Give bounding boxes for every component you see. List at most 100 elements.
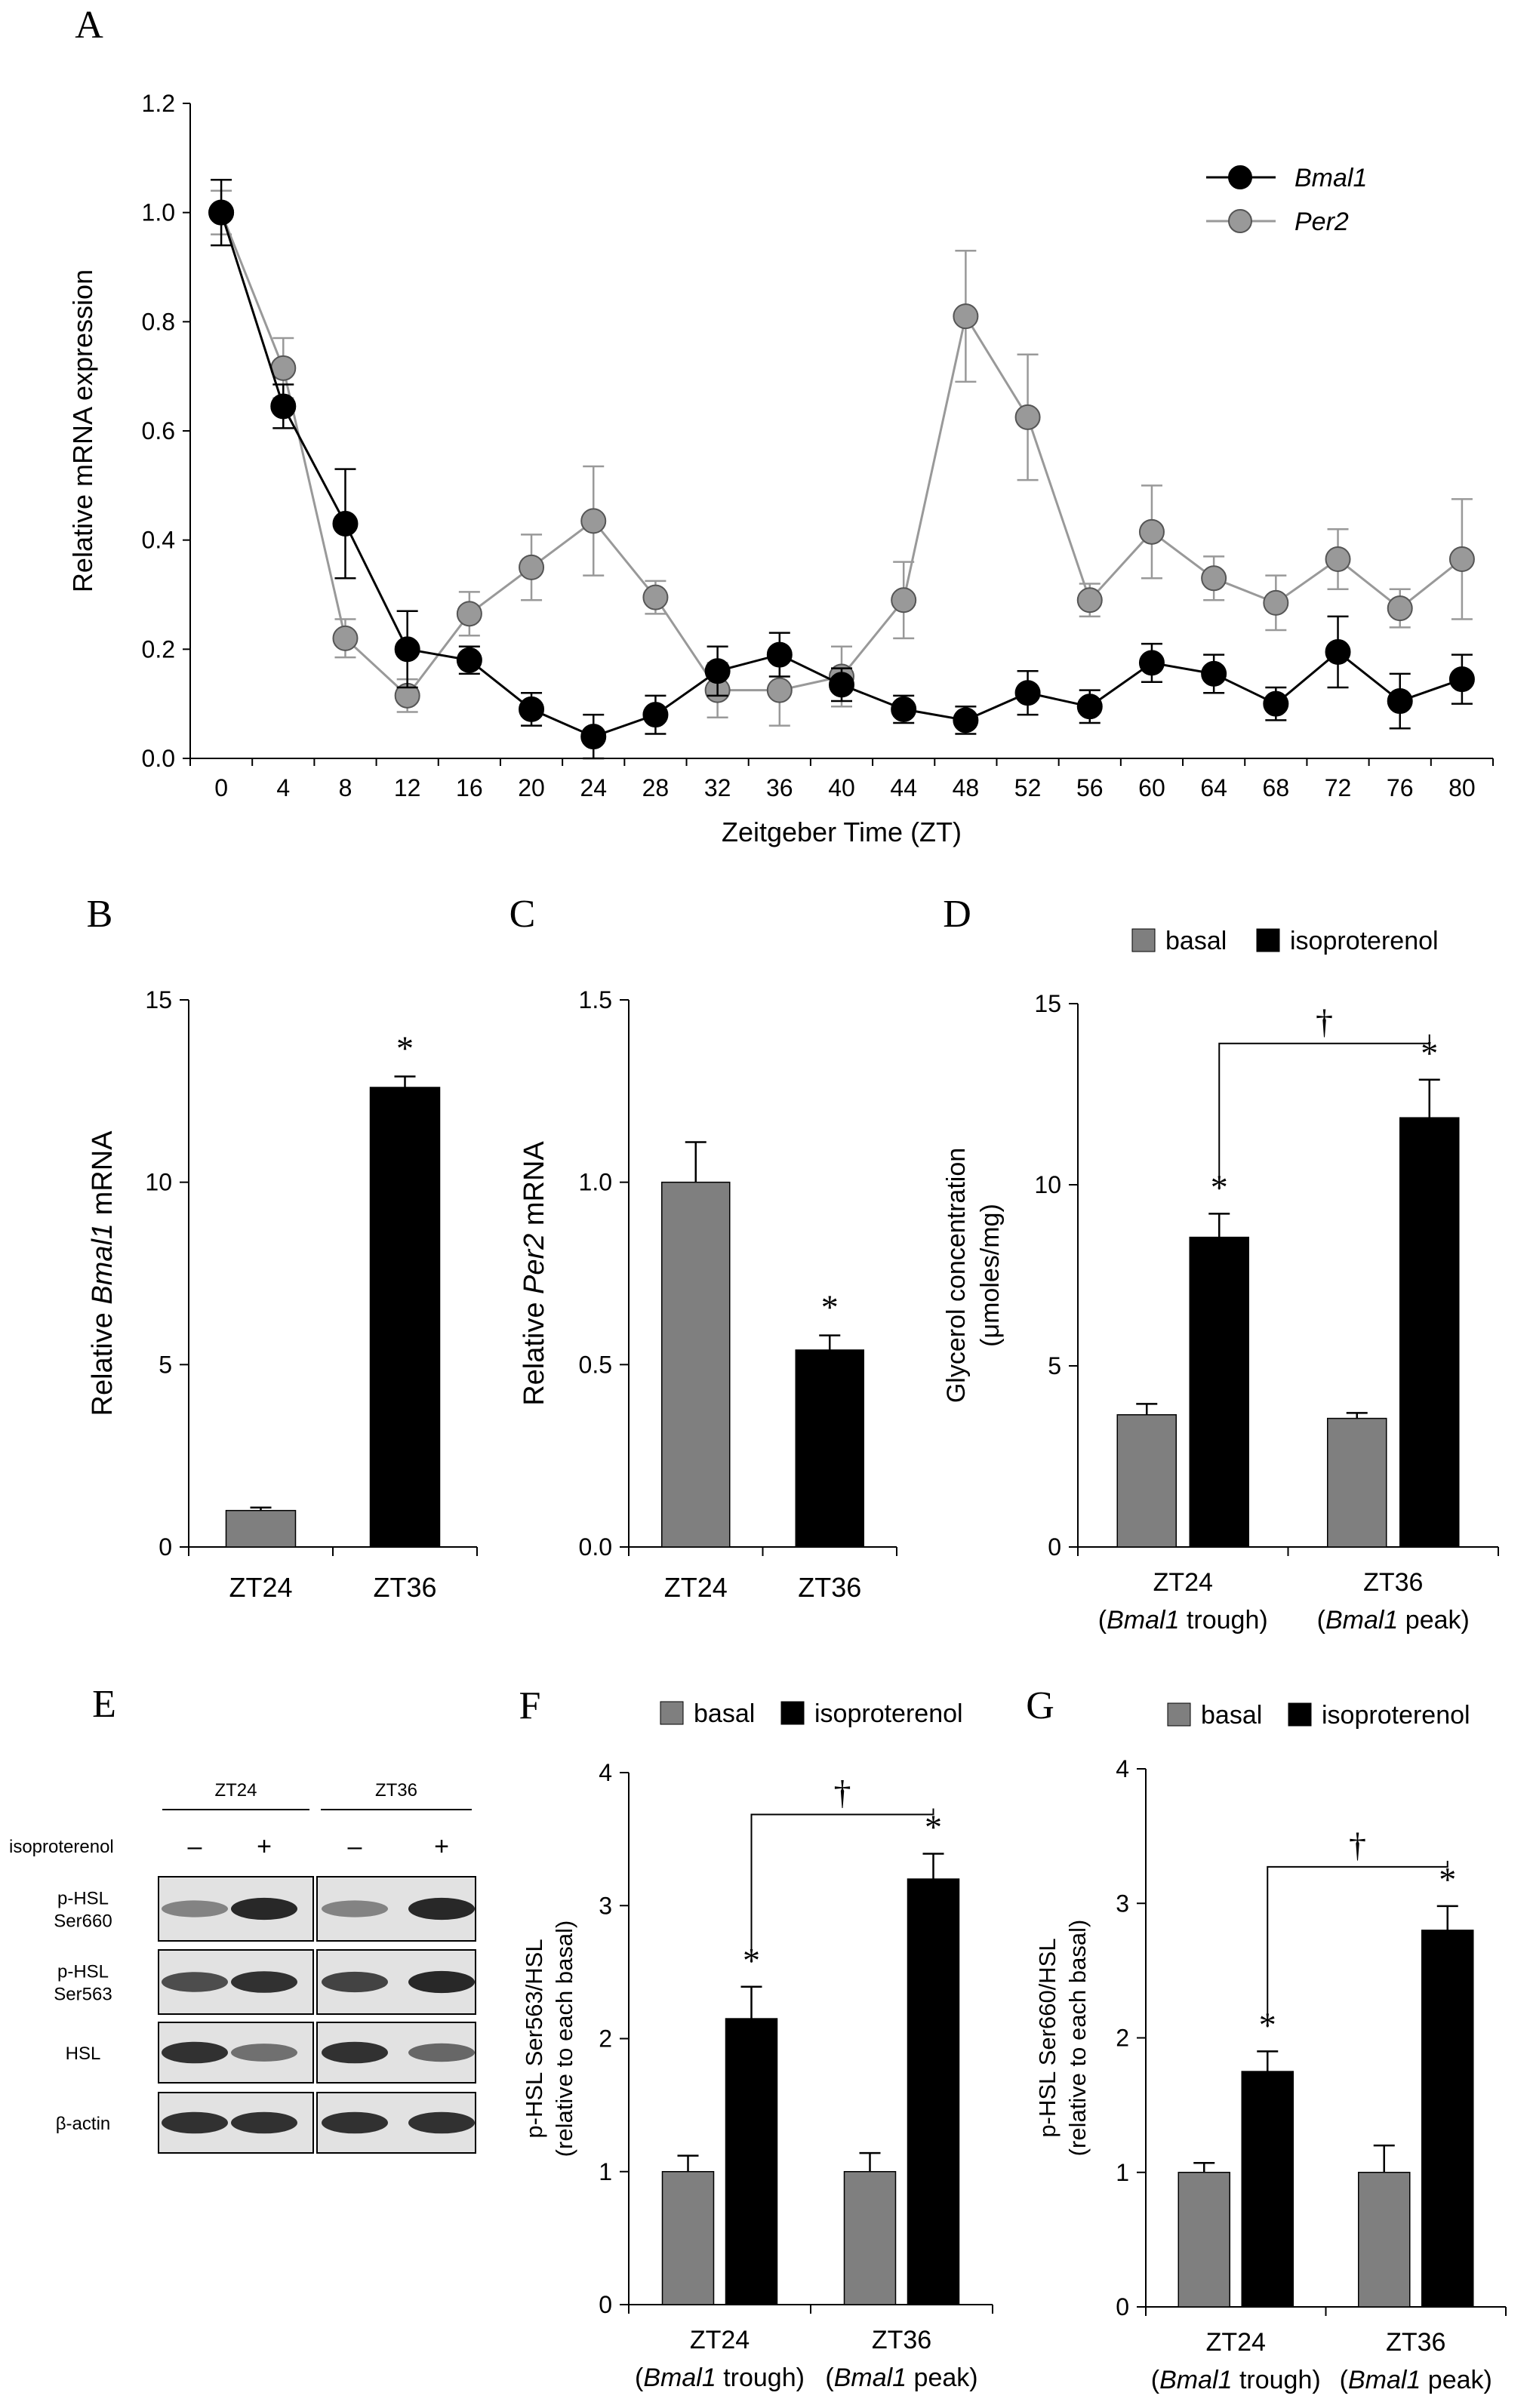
panel-letter-f: F (519, 1684, 541, 1727)
series-bmal1 (208, 179, 1475, 760)
y-axis-title-part-2: mRNA (519, 1141, 550, 1234)
data-point-per2 (519, 554, 545, 580)
blot-band (162, 1972, 228, 1992)
bar-isoproterenol-zt24 (1241, 2071, 1294, 2308)
blot-group-label-zt36: ZT36 (375, 1780, 417, 1801)
y-tick-label: 0 (1116, 2293, 1129, 2320)
x-sub-label-zt24-part-0: ( (1151, 2366, 1160, 2394)
blot-band (162, 2111, 228, 2134)
data-point-bmal1 (1014, 680, 1041, 706)
data-point-per2 (1201, 565, 1227, 592)
x-tick-label: 72 (1325, 774, 1352, 801)
y-tick-label: 0 (159, 1533, 172, 1561)
legend-label-per2-part-0: Per2 (1294, 208, 1349, 236)
blot-band (408, 1970, 475, 1994)
x-tick-label: 12 (394, 774, 421, 801)
legend-label-basal: basal (694, 1699, 755, 1728)
y-tick-label: 0.2 (142, 635, 175, 663)
blot-band (162, 1900, 228, 1917)
x-tick-label: 16 (456, 774, 483, 801)
x-tick-label: 60 (1138, 774, 1165, 801)
x-tick-label-zt36: ZT36 (373, 1572, 436, 1603)
significance-bracket (750, 1808, 934, 1963)
panel-letter-d: D (943, 893, 971, 936)
data-point-per2 (1387, 595, 1413, 622)
y-tick-label: 15 (145, 986, 172, 1013)
x-tick-label: 52 (1014, 774, 1042, 801)
legend-label-isoproterenol: isoproterenol (1322, 1701, 1470, 1730)
y-axis-title-line1: p-HSL Ser563/HSL (521, 1939, 547, 2138)
x-sub-label-zt36-part-2: peak) (1398, 1606, 1470, 1635)
data-point-bmal1 (829, 672, 854, 698)
x-sub-label-zt24: (Bmal1 trough) (635, 2363, 805, 2392)
x-tick-label: 68 (1263, 774, 1290, 801)
legend-swatch-basal (660, 1701, 684, 1725)
x-sub-label-zt36: (Bmal1 peak) (825, 2363, 977, 2392)
blot-band (231, 1897, 297, 1921)
significance-bracket (1267, 1860, 1448, 2028)
x-sub-label-zt36-part-2: peak) (1421, 2366, 1492, 2394)
y-tick-label: 5 (159, 1351, 172, 1378)
legend-marker-bmal1 (1228, 165, 1252, 189)
data-point-bmal1 (1325, 638, 1351, 665)
bar-zt24 (225, 1509, 297, 1548)
dagger-mark: † (1349, 1825, 1366, 1864)
x-tick-label: 28 (642, 774, 670, 801)
x-tick-label: 64 (1200, 774, 1227, 801)
data-point-per2 (332, 625, 359, 651)
x-sub-label-zt36-part-0: ( (1317, 1606, 1326, 1635)
y-tick-label: 4 (599, 1759, 612, 1786)
blot-treatment-mark: + (434, 1832, 449, 1861)
data-point-bmal1 (519, 696, 545, 722)
data-point-per2 (1076, 587, 1103, 614)
y-tick-label: 15 (1034, 990, 1061, 1017)
y-tick-label: 1.2 (142, 90, 175, 117)
y-axis-title-line1: p-HSL Ser660/HSL (1034, 1938, 1061, 2137)
y-tick-label: 10 (145, 1169, 172, 1196)
x-tick-label-zt24: ZT24 (1153, 1568, 1213, 1597)
y-tick-label: 1 (1116, 2159, 1129, 2186)
data-point-per2 (1263, 589, 1289, 616)
panel-letter-c: C (509, 893, 536, 936)
dagger-mark: † (1316, 1002, 1333, 1041)
legend-label-basal: basal (1165, 927, 1227, 955)
blot-group-label-zt24: ZT24 (214, 1780, 257, 1801)
panel-letter-b: B (87, 893, 113, 936)
x-tick-label: 0 (214, 774, 228, 801)
y-tick-label: 4 (1116, 1755, 1129, 1782)
blot-band (408, 1897, 475, 1921)
blot-treatment-mark: + (257, 1832, 272, 1861)
blot-row-label: p-HSL (57, 1962, 109, 1982)
data-point-bmal1 (1076, 693, 1103, 720)
data-point-bmal1 (208, 199, 235, 226)
y-tick-label: 0 (1048, 1533, 1061, 1561)
bar-basal-zt24 (1116, 1414, 1177, 1548)
significance-star: * (925, 1808, 942, 1847)
x-tick-label-zt24: ZT24 (690, 2326, 750, 2354)
x-sub-label-zt36-part-0: ( (825, 2363, 834, 2392)
y-tick-label: 0.4 (142, 527, 175, 554)
blot-band (162, 2041, 228, 2064)
y-tick-label: 10 (1034, 1171, 1061, 1198)
data-point-bmal1 (1448, 666, 1475, 693)
y-axis-title-line2: (relative to each basal) (551, 1921, 577, 2157)
blot-band (322, 2041, 388, 2064)
blot-treatment-mark: – (188, 1832, 202, 1861)
y-tick-label: 0.8 (142, 308, 175, 335)
bar-isoproterenol-zt24 (725, 2018, 778, 2305)
data-point-per2 (891, 587, 917, 614)
y-axis-title-part-2: mRNA (87, 1130, 119, 1223)
y-tick-label: 2 (599, 2025, 612, 2053)
legend-swatch-basal (1131, 928, 1156, 952)
blot-row-label: Ser563 (54, 1985, 112, 2005)
data-point-bmal1 (1263, 690, 1289, 717)
data-point-bmal1 (953, 707, 979, 733)
x-tick-label: 32 (704, 774, 731, 801)
dagger-mark: † (834, 1773, 851, 1812)
bar-basal-zt36 (1327, 1417, 1387, 1548)
bar-isoproterenol-zt36 (907, 1878, 960, 2305)
legend-label-bmal1-part-0: Bmal1 (1294, 164, 1367, 192)
x-sub-label-zt24-part-1: Bmal1 (643, 2363, 716, 2392)
